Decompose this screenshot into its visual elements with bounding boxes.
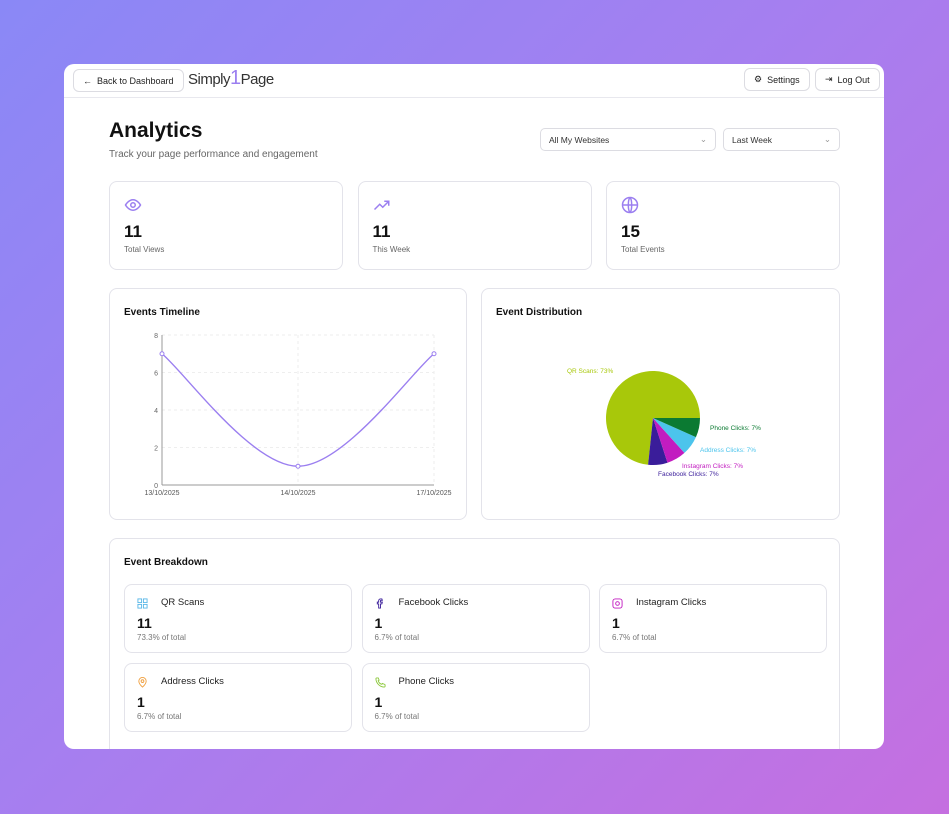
y-tick-label: 2 [154,446,158,453]
breakdown-value: 1 [612,615,620,631]
instagram-icon [612,596,623,614]
pie-label: Phone Clicks: 7% [710,425,761,432]
breakdown-item: QR Scans 11 73.3% of total [124,584,352,653]
events-timeline-card: Events Timeline 0 2 4 6 8 13/10/2025 14/10/202… [109,288,467,520]
settings-button[interactable]: ⚙ Settings [744,68,810,91]
back-to-dashboard-button[interactable]: ← Back to Dashboard [73,69,184,92]
period-select[interactable]: Last Week ⌄ [723,128,840,151]
stat-card: 11 Total Views [109,181,343,270]
event-distribution-card: Event Distribution QR Scans: 73% Facebook… [481,288,840,520]
pie-label: Instagram Clicks: 7% [682,463,743,470]
page-subtitle: Track your page performance and engageme… [109,149,318,160]
stat-card: 11 This Week [357,181,592,270]
pie-label: QR Scans: 73% [567,368,613,375]
pie-slice [653,418,685,463]
stat-label: Total Views [124,245,165,254]
breakdown-percent: 6.7% of total [612,633,657,642]
event-breakdown-card: Event Breakdown QR Scans 11 73.3% of tot… [109,538,840,749]
stat-label: This Week [372,245,411,254]
phone-icon [374,675,386,693]
breakdown-percent: 6.7% of total [374,712,419,721]
breakdown-label: QR Scans [161,597,205,608]
y-tick-label: 4 [154,408,158,415]
data-point [159,351,165,357]
breakdown-label: Facebook Clicks [398,597,469,608]
breakdown-item: Instagram Clicks 1 6.7% of total [599,584,827,653]
logout-icon: ⇥ [825,74,833,84]
trending-up-icon [373,196,391,219]
breakdown-value: 1 [374,694,383,710]
y-tick-label: 6 [154,371,158,378]
data-point [295,463,301,469]
breakdown-label: Address Clicks [161,676,224,687]
pie-label: Facebook Clicks: 7% [658,471,719,478]
breakdown-value: 1 [137,694,145,710]
arrow-left-icon: ← [83,75,92,86]
chevron-down-icon: ⌄ [823,134,831,144]
pie-slice [648,418,668,465]
breakdown-item: Address Clicks 1 6.7% of total [124,663,352,732]
logo: Simply1Page [188,67,274,89]
qr-code-icon [137,596,148,614]
breakdown-item: Phone Clicks 1 6.7% of total [361,663,590,732]
breakdown-label: Phone Clicks [398,676,454,687]
stat-value: 15 [621,222,640,241]
pie-label: Address Clicks: 7% [700,447,756,454]
map-pin-icon [137,675,148,693]
card-title: Event Breakdown [124,557,208,568]
breakdown-value: 1 [374,615,383,631]
breakdown-item: Facebook Clicks 1 6.7% of total [361,584,590,653]
top-bar: ← Back to Dashboard Simply1Page ⚙ Settings… [64,64,884,98]
eye-icon [124,196,142,219]
app-window: ← Back to Dashboard Simply1Page ⚙ Settings… [64,64,884,749]
card-title: Events Timeline [124,307,200,318]
globe-icon [621,196,639,219]
website-select[interactable]: All My Websites ⌄ [540,128,716,151]
card-title: Event Distribution [496,307,583,318]
x-tick-label: 14/10/2025 [280,490,315,497]
breakdown-percent: 6.7% of total [137,712,182,721]
stat-value: 11 [372,222,391,241]
pie-slice [653,418,700,438]
y-tick-label: 8 [154,333,158,340]
breakdown-label: Instagram Clicks [636,597,707,608]
y-tick-label: 0 [154,483,158,490]
stat-card: 15 Total Events [606,181,840,270]
breakdown-value: 11 [137,615,152,631]
page-title: Analytics [109,119,203,142]
breakdown-percent: 73.3% of total [137,633,186,642]
breakdown-percent: 6.7% of total [374,633,419,642]
stat-value: 11 [124,222,142,241]
stat-label: Total Events [621,245,665,254]
pie-chart: QR Scans: 73% Facebook Clicks: 7%Instagra… [567,368,761,478]
pie-slice [653,418,696,453]
facebook-icon [375,596,386,614]
x-tick-label: 13/10/2025 [144,490,179,497]
logout-button[interactable]: ⇥ Log Out [815,68,880,91]
pie-slice [606,371,700,465]
x-tick-label: 17/10/2025 [416,490,451,497]
gear-icon: ⚙ [754,74,763,84]
line-chart: 0 2 4 6 8 13/10/2025 14/10/2025 17/10/2025 [144,333,451,497]
data-point [431,351,437,357]
chevron-down-icon: ⌄ [699,134,707,144]
